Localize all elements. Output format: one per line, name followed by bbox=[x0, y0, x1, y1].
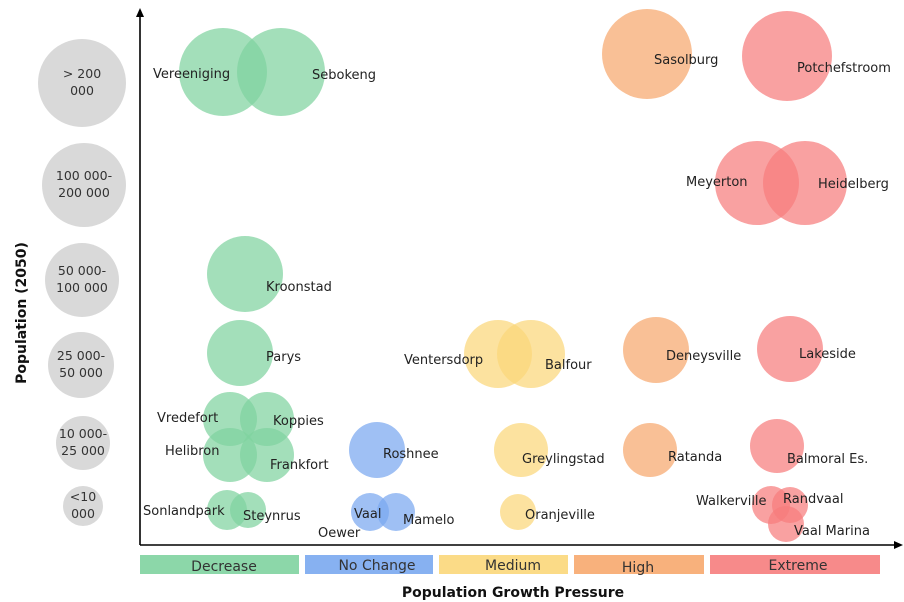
axes bbox=[136, 8, 903, 549]
size-legend-circle-2 bbox=[45, 243, 119, 317]
size-legend-label-3-1: 50 000 bbox=[59, 365, 103, 380]
bubble-labels: Vereeniging Sebokeng Kroonstad Parys Vredefo… bbox=[143, 53, 891, 541]
legend-swatch-no-change bbox=[305, 555, 433, 574]
bubble-potchefstroom bbox=[742, 11, 832, 101]
legend-label-decrease: Decrease bbox=[191, 559, 257, 575]
bubble-label-sonlandpark: Sonlandpark bbox=[143, 504, 225, 519]
bubble-vaal-marina bbox=[768, 506, 804, 542]
bubble-label-heidelberg: Heidelberg bbox=[818, 177, 889, 192]
bubble-label-vaal-oewer-line1: Vaal bbox=[354, 507, 381, 522]
bubble-label-balfour: Balfour bbox=[545, 358, 592, 373]
bubble-label-ventersdorp: Ventersdorp bbox=[404, 353, 483, 368]
bubble-label-sasolburg: Sasolburg bbox=[654, 53, 718, 68]
x-axis-arrow bbox=[894, 541, 903, 549]
legend-swatch-extreme bbox=[710, 555, 880, 574]
size-legend-circle-5 bbox=[63, 486, 103, 526]
growth-legend: Decrease No Change Medium High Extreme bbox=[140, 555, 880, 576]
bubble-balfour bbox=[497, 320, 565, 388]
size-legend-circle-0 bbox=[38, 39, 126, 127]
bubble-parys bbox=[207, 320, 273, 386]
bubble-sebokeng bbox=[237, 28, 325, 116]
bubble-balmoral-es bbox=[750, 419, 804, 473]
y-axis-title: Population (2050) bbox=[14, 242, 30, 384]
size-legend-label-0-1: 000 bbox=[70, 83, 94, 98]
size-legend-label-4-0: 10 000- bbox=[59, 426, 107, 441]
bubble-label-greylingstad: Greylingstad bbox=[522, 452, 605, 467]
bubble-label-vereeniging: Vereeniging bbox=[153, 67, 230, 82]
size-legend-label-1-0: 100 000- bbox=[56, 168, 112, 183]
bubble-label-vaal-oewer-line2: Oewer bbox=[318, 526, 361, 541]
bubble-frankfort bbox=[240, 428, 294, 482]
size-legend-label-2-1: 100 000 bbox=[56, 280, 108, 295]
size-legend-label-5-0: <10 bbox=[70, 489, 96, 504]
bubble-kroonstad bbox=[207, 236, 283, 312]
size-legend-circle-4 bbox=[56, 416, 110, 470]
bubble-label-roshnee: Roshnee bbox=[383, 447, 439, 462]
bubble-label-kroonstad: Kroonstad bbox=[266, 280, 332, 295]
size-legend-label-1-1: 200 000 bbox=[58, 185, 110, 200]
y-axis-arrow bbox=[136, 8, 144, 17]
bubble-label-frankfort: Frankfort bbox=[270, 458, 329, 473]
legend-label-extreme: Extreme bbox=[769, 558, 828, 574]
bubble-label-meyerton: Meyerton bbox=[686, 175, 748, 190]
bubble-label-oranjeville: Oranjeville bbox=[525, 508, 595, 523]
bubble-roshnee bbox=[349, 422, 405, 478]
bubble-label-parys: Parys bbox=[266, 350, 301, 365]
bubble-greylingstad bbox=[494, 423, 548, 477]
bubble-label-koppies: Koppies bbox=[273, 414, 324, 429]
bubbles bbox=[179, 9, 847, 542]
bubble-ratanda bbox=[623, 423, 677, 477]
x-axis-title: Population Growth Pressure bbox=[402, 585, 624, 601]
bubble-heidelberg bbox=[763, 141, 847, 225]
bubble-label-steynrus: Steynrus bbox=[243, 509, 301, 524]
bubble-oranjeville bbox=[500, 494, 536, 530]
size-legend-label-2-0: 50 000- bbox=[58, 263, 106, 278]
bubble-sasolburg bbox=[602, 9, 692, 99]
bubble-mamelo bbox=[377, 493, 415, 531]
bubble-label-balmoral-es: Balmoral Es. bbox=[787, 452, 868, 467]
legend-label-high: High bbox=[622, 560, 654, 576]
bubble-steynrus bbox=[230, 492, 266, 528]
size-legend-label-0-0: > 200 bbox=[63, 66, 101, 81]
bubble-label-deneysville: Deneysville bbox=[666, 349, 741, 364]
legend-swatch-decrease bbox=[140, 555, 299, 574]
bubble-label-walkerville: Walkerville bbox=[696, 494, 767, 509]
bubble-label-ratanda: Ratanda bbox=[668, 450, 722, 465]
legend-swatch-medium bbox=[439, 555, 568, 574]
bubble-deneysville bbox=[623, 317, 689, 383]
bubble-label-lakeside: Lakeside bbox=[799, 347, 856, 362]
size-legend-circle-1 bbox=[42, 143, 126, 227]
bubble-label-mamelo: Mamelo bbox=[403, 513, 454, 528]
bubble-label-potchefstroom: Potchefstroom bbox=[797, 61, 891, 76]
size-legend: > 200 000 100 000- 200 000 50 000- 100 000 25 … bbox=[38, 39, 126, 526]
bubble-label-vredefort: Vredefort bbox=[157, 411, 218, 426]
bubble-helibron bbox=[203, 428, 257, 482]
legend-swatch-high bbox=[574, 555, 704, 574]
size-legend-label-5-1: 000 bbox=[71, 506, 95, 521]
bubble-lakeside bbox=[757, 316, 823, 382]
bubble-label-sebokeng: Sebokeng bbox=[312, 68, 376, 83]
bubble-label-helibron: Helibron bbox=[165, 444, 220, 459]
legend-label-medium: Medium bbox=[485, 558, 541, 574]
bubble-label-vaal-marina: Vaal Marina bbox=[794, 524, 870, 539]
legend-label-no-change: No Change bbox=[338, 558, 415, 574]
bubble-label-randvaal: Randvaal bbox=[783, 492, 843, 507]
size-legend-label-4-1: 25 000 bbox=[61, 443, 105, 458]
bubble-vaal-oewer bbox=[351, 493, 389, 531]
size-legend-label-3-0: 25 000- bbox=[57, 348, 105, 363]
size-legend-circle-3 bbox=[48, 332, 114, 398]
